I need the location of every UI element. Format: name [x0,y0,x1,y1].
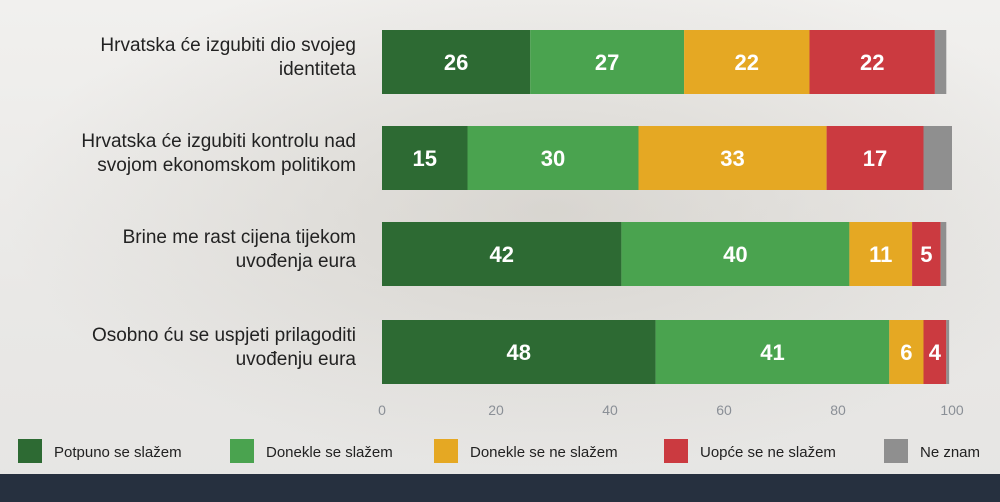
bar-segment-4-2 [655,320,890,384]
footer-band [0,474,1000,502]
bar-segment-1-1 [382,30,531,94]
bar-segment-3-5 [940,222,947,286]
x-tick-label-40: 40 [602,402,618,418]
data-label-1-3: 22 [735,50,759,75]
x-tick-label-100: 100 [940,402,964,418]
data-label-3-4: 5 [920,242,932,267]
bar-segment-1-4 [809,30,935,94]
category-label-3-line-1: Brine me rast cijena tijekom [123,227,356,248]
bar-segment-4-3 [889,320,924,384]
legend-swatch-4 [664,439,688,463]
category-label-1-line-1: Hrvatska će izgubiti dio svojeg [100,35,356,56]
bar-segment-2-1 [382,126,468,190]
bar-segment-3-4 [912,222,941,286]
data-label-3-3: 11 [869,242,892,267]
bar-segment-2-5 [923,126,952,190]
data-label-1-2: 27 [595,50,619,75]
category-label-1-line-2: identiteta [279,59,357,80]
bar-segment-2-4 [826,126,924,190]
data-label-4-4: 4 [929,340,942,365]
legend-label-5: Ne znam [920,444,980,461]
data-label-2-1: 15 [413,146,437,171]
x-tick-label-80: 80 [830,402,846,418]
data-label-2-3: 33 [720,146,744,171]
legend-label-4: Uopće se ne slažem [700,444,836,461]
legend-swatch-2 [230,439,254,463]
bar-segment-1-2 [530,30,685,94]
bar-segment-4-5 [946,320,950,384]
data-label-4-2: 41 [760,340,784,365]
data-label-2-2: 30 [541,146,565,171]
bar-segment-2-2 [467,126,639,190]
bar-segment-3-3 [849,222,913,286]
category-label-3-line-2: uvođenja eura [236,251,357,272]
bar-segment-4-1 [382,320,656,384]
data-label-3-2: 40 [723,242,747,267]
legend-swatch-5 [884,439,908,463]
x-tick-label-20: 20 [488,402,504,418]
bar-segment-1-5 [934,30,947,94]
data-label-4-1: 48 [507,340,531,365]
category-label-2-line-2: svojom ekonomskom politikom [97,155,356,176]
data-label-1-4: 22 [860,50,884,75]
x-tick-label-0: 0 [378,402,386,418]
category-label-4-line-1: Osobno ću se uspjeti prilagoditi [92,325,356,346]
x-tick-label-60: 60 [716,402,732,418]
bar-segment-3-2 [621,222,850,286]
category-label-2-line-1: Hrvatska će izgubiti kontrolu nad [81,131,356,152]
data-label-3-1: 42 [489,242,513,267]
legend-label-1: Potpuno se slažem [54,444,182,461]
category-label-4-line-2: uvođenju eura [236,349,357,370]
data-label-1-1: 26 [444,50,468,75]
data-label-4-3: 6 [900,340,912,365]
bar-segment-2-3 [638,126,827,190]
bar-segment-1-3 [684,30,810,94]
legend-label-2: Donekle se slažem [266,444,393,461]
bar-segment-4-4 [923,320,947,384]
data-label-2-4: 17 [863,146,887,171]
legend-swatch-1 [18,439,42,463]
legend-label-3: Donekle se ne slažem [470,444,618,461]
bar-segment-3-1 [382,222,622,286]
legend-swatch-3 [434,439,458,463]
